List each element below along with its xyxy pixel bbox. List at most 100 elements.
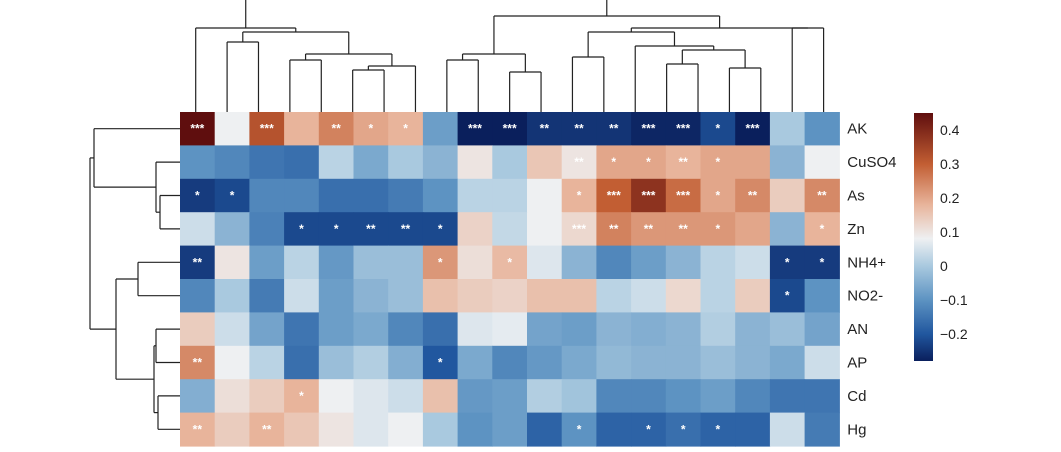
- heatmap-cell: [180, 212, 216, 247]
- heatmap-cell: [353, 245, 389, 280]
- heatmap-cell: [284, 279, 320, 313]
- significance-label: *: [195, 189, 200, 203]
- significance-label: *: [403, 122, 408, 136]
- heatmap-cell: [804, 178, 840, 213]
- significance-label: *: [438, 255, 443, 269]
- significance-label: **: [748, 189, 758, 203]
- heatmap-cell: [249, 212, 285, 247]
- heatmap-cell: [492, 345, 528, 380]
- heatmap-cell: [284, 245, 320, 280]
- significance-label: *: [716, 222, 721, 236]
- heatmap-cell: [214, 112, 250, 146]
- heatmap-cell: [735, 345, 771, 380]
- heatmap-cell: [631, 212, 667, 247]
- row-labels: AK CuSO4 As Zn NH4+ NO2- AN AP Cd Hg: [847, 121, 896, 439]
- significance-label: **: [574, 155, 584, 169]
- heatmap-cell: [527, 212, 563, 247]
- heatmap-cell: [492, 212, 528, 247]
- heatmap-cell: [665, 112, 702, 146]
- heatmap-cell: [804, 279, 840, 313]
- heatmap-cell: [700, 412, 736, 447]
- heatmap-cell: [457, 312, 493, 347]
- colorbar-tick-label: −0.2: [940, 326, 968, 342]
- heatmap-cell: [735, 112, 771, 146]
- row-label: AN: [847, 321, 868, 338]
- heatmap-cell: [422, 112, 459, 146]
- heatmap-cell: [422, 279, 459, 313]
- significance-label: *: [438, 222, 443, 236]
- heatmap-cell: [700, 312, 736, 347]
- significance-label: **: [193, 422, 203, 436]
- heatmap-cell: [457, 279, 493, 313]
- row-label: NO2-: [847, 288, 883, 305]
- heatmap-cell: [214, 412, 250, 447]
- significance-label: ***: [676, 189, 690, 203]
- heatmap-cell: [422, 212, 459, 247]
- significance-label: *: [299, 389, 304, 403]
- heatmap-cell: [631, 112, 667, 146]
- heatmap-cell: [284, 412, 320, 447]
- heatmap-cell: [388, 212, 424, 247]
- heatmap-cell: [249, 279, 285, 313]
- heatmap-cell: [492, 245, 528, 280]
- heatmap-cell: [631, 245, 667, 280]
- heatmap-cell: [561, 212, 597, 247]
- heatmap-cell: [214, 379, 250, 414]
- heatmap-cell: [318, 245, 355, 280]
- heatmap-cell: [284, 212, 320, 247]
- heatmap-cell: [388, 379, 424, 414]
- heatmap-cell: [180, 312, 216, 347]
- heatmap-cell: [388, 145, 424, 180]
- heatmap-cell: [700, 379, 736, 414]
- heatmap-cell: [492, 379, 528, 414]
- heatmap-cell: [631, 279, 667, 313]
- heatmap-cell: [665, 312, 702, 347]
- heatmap-cell: [631, 379, 667, 414]
- heatmap-cell: [492, 178, 528, 213]
- heatmap-cell: [665, 178, 702, 213]
- heatmap-cell: [769, 279, 806, 313]
- heatmap-cell: [804, 112, 840, 146]
- heatmap-cell: [492, 279, 528, 313]
- significance-label: ***: [641, 122, 655, 136]
- heatmap-cell: [422, 145, 459, 180]
- significance-label: *: [611, 155, 616, 169]
- heatmap-cell: [492, 145, 528, 180]
- heatmap-cell: [700, 145, 736, 180]
- heatmap-cell: [700, 178, 736, 213]
- significance-label: *: [716, 189, 721, 203]
- heatmap-cell: [214, 245, 250, 280]
- heatmap-cell: [596, 245, 632, 280]
- heatmap-cell: [318, 412, 355, 447]
- significance-label: **: [401, 222, 411, 236]
- heatmap-cell: [596, 345, 632, 380]
- heatmap-cell: [249, 245, 285, 280]
- colorbar-tick-label: 0.3: [940, 156, 960, 172]
- heatmap-cell: [284, 112, 320, 146]
- heatmap-cell: [214, 212, 250, 247]
- significance-label: **: [644, 222, 654, 236]
- heatmap-cell: [214, 178, 250, 213]
- significance-label: *: [785, 289, 790, 303]
- heatmap-cell: [180, 345, 216, 380]
- heatmap-cell: [492, 112, 528, 146]
- heatmap-cells: [180, 112, 840, 447]
- column-dendrogram: [195, 0, 825, 112]
- heatmap-cell: [596, 279, 632, 313]
- heatmap-cell: [214, 345, 250, 380]
- significance-label: ***: [746, 122, 760, 136]
- heatmap-cell: [422, 178, 459, 213]
- heatmap-cell: [700, 112, 736, 146]
- heatmap-cell: [561, 379, 597, 414]
- significance-label: *: [230, 189, 235, 203]
- heatmap-cell: [527, 279, 563, 313]
- significance-label: *: [577, 422, 582, 436]
- heatmap-cell: [353, 345, 389, 380]
- significance-label: **: [678, 222, 688, 236]
- heatmap-cell: [769, 345, 806, 380]
- colorbar-tick-label: 0: [940, 258, 948, 274]
- significance-label: *: [820, 222, 825, 236]
- heatmap-cell: [180, 279, 216, 313]
- heatmap-cell: [284, 345, 320, 380]
- heatmap-cell: [180, 112, 216, 146]
